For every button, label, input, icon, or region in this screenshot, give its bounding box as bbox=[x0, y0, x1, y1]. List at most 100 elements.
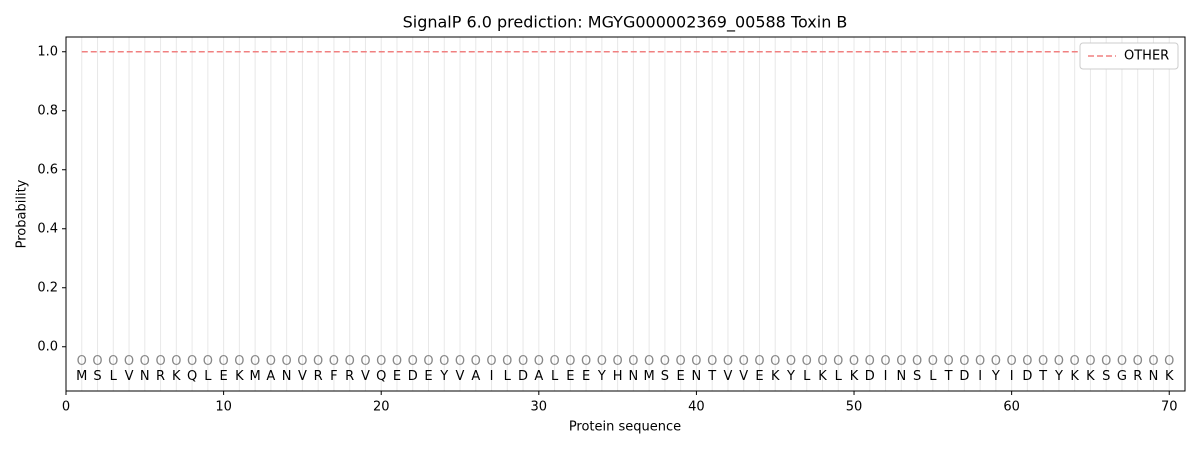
state-label: O bbox=[660, 354, 670, 369]
residue-label: L bbox=[110, 369, 118, 384]
state-label: O bbox=[597, 354, 607, 369]
state-label: O bbox=[439, 354, 449, 369]
state-label: O bbox=[486, 354, 496, 369]
residue-label: I bbox=[978, 369, 982, 384]
x-tick-label: 10 bbox=[215, 400, 232, 415]
residue-label: H bbox=[613, 369, 623, 384]
residue-label: V bbox=[125, 369, 134, 384]
state-label: O bbox=[581, 354, 591, 369]
plot-frame bbox=[65, 36, 1186, 392]
residue-label: D bbox=[959, 369, 969, 384]
residue-label: D bbox=[518, 369, 528, 384]
x-tick-label: 70 bbox=[1161, 400, 1178, 415]
state-label: O bbox=[691, 354, 701, 369]
residue-label: I bbox=[1010, 369, 1014, 384]
state-label: O bbox=[1038, 354, 1048, 369]
x-tick-label: 40 bbox=[688, 400, 705, 415]
state-label: O bbox=[329, 354, 339, 369]
state-label: O bbox=[896, 354, 906, 369]
residue-label: D bbox=[865, 369, 875, 384]
residue-label: E bbox=[424, 369, 432, 384]
state-label: O bbox=[707, 354, 717, 369]
x-tick-label: 30 bbox=[531, 400, 548, 415]
state-label: O bbox=[802, 354, 812, 369]
residue-label: N bbox=[140, 369, 150, 384]
residue-label: E bbox=[755, 369, 763, 384]
y-tick-label: 0.6 bbox=[37, 162, 58, 177]
residue-label: I bbox=[884, 369, 888, 384]
state-label: O bbox=[849, 354, 859, 369]
state-label: O bbox=[1085, 354, 1095, 369]
residue-label: D bbox=[408, 369, 418, 384]
state-label: O bbox=[502, 354, 512, 369]
residue-label: T bbox=[944, 369, 953, 384]
residue-label: Y bbox=[786, 369, 795, 384]
state-label: O bbox=[676, 354, 686, 369]
residue-label: L bbox=[504, 369, 512, 384]
legend-box bbox=[1079, 42, 1179, 70]
residue-label: M bbox=[250, 369, 261, 384]
state-label: O bbox=[1054, 354, 1064, 369]
state-label: O bbox=[817, 354, 827, 369]
residue-label: M bbox=[76, 369, 87, 384]
residue-label: E bbox=[582, 369, 590, 384]
residue-label: S bbox=[913, 369, 921, 384]
x-tick-label: 20 bbox=[373, 400, 390, 415]
residue-label: A bbox=[471, 369, 480, 384]
state-label: O bbox=[1070, 354, 1080, 369]
residue-label: R bbox=[314, 369, 323, 384]
state-label: O bbox=[455, 354, 465, 369]
state-label: O bbox=[376, 354, 386, 369]
state-label: O bbox=[266, 354, 276, 369]
residue-label: I bbox=[490, 369, 494, 384]
state-label: O bbox=[250, 354, 260, 369]
state-label: O bbox=[471, 354, 481, 369]
x-tick-label: 60 bbox=[1003, 400, 1020, 415]
state-label: O bbox=[912, 354, 922, 369]
residue-label: S bbox=[93, 369, 101, 384]
residue-label: A bbox=[534, 369, 543, 384]
state-label: O bbox=[187, 354, 197, 369]
residue-label: K bbox=[1086, 369, 1095, 384]
state-label: O bbox=[408, 354, 418, 369]
state-label: O bbox=[140, 354, 150, 369]
state-label: O bbox=[360, 354, 370, 369]
state-label: O bbox=[786, 354, 796, 369]
residue-label: E bbox=[393, 369, 401, 384]
state-label: O bbox=[959, 354, 969, 369]
residue-label: K bbox=[771, 369, 780, 384]
state-label: O bbox=[218, 354, 228, 369]
residue-label: N bbox=[896, 369, 906, 384]
residue-label: V bbox=[361, 369, 370, 384]
residue-label: Y bbox=[991, 369, 1000, 384]
residue-label: S bbox=[1102, 369, 1110, 384]
x-tick-label: 50 bbox=[846, 400, 863, 415]
residue-label: L bbox=[929, 369, 937, 384]
state-label: O bbox=[518, 354, 528, 369]
x-axis-label: Protein sequence bbox=[569, 420, 681, 435]
residue-label: V bbox=[723, 369, 732, 384]
residue-label: L bbox=[204, 369, 212, 384]
state-label: O bbox=[739, 354, 749, 369]
y-axis-label: Probability bbox=[15, 179, 30, 248]
residue-label: S bbox=[661, 369, 669, 384]
residue-label: Q bbox=[376, 369, 386, 384]
state-label: O bbox=[77, 354, 87, 369]
state-label: O bbox=[345, 354, 355, 369]
residue-label: R bbox=[156, 369, 165, 384]
state-label: O bbox=[92, 354, 102, 369]
state-label: O bbox=[1007, 354, 1017, 369]
residue-label: T bbox=[1038, 369, 1047, 384]
residue-label: Y bbox=[439, 369, 448, 384]
residue-label: N bbox=[629, 369, 639, 384]
state-label: O bbox=[628, 354, 638, 369]
residue-label: V bbox=[298, 369, 307, 384]
residue-label: E bbox=[219, 369, 227, 384]
state-label: O bbox=[171, 354, 181, 369]
state-label: O bbox=[423, 354, 433, 369]
residue-label: M bbox=[644, 369, 655, 384]
legend-label: OTHER bbox=[1124, 49, 1169, 64]
residue-label: L bbox=[835, 369, 843, 384]
y-tick-label: 1.0 bbox=[37, 44, 58, 59]
residue-label: K bbox=[1070, 369, 1079, 384]
